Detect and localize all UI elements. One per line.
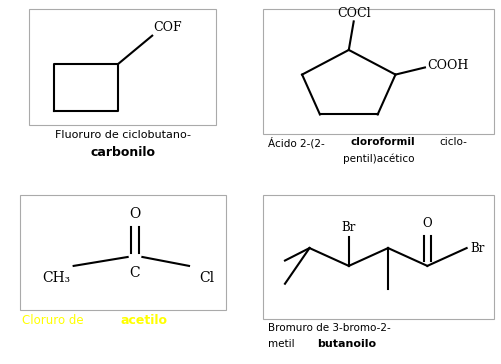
Text: C: C <box>130 266 140 280</box>
Text: cloroformil: cloroformil <box>350 137 415 147</box>
Text: Br: Br <box>342 221 356 234</box>
Text: Bromuro de 3-bromo-2-: Bromuro de 3-bromo-2- <box>268 323 391 333</box>
Text: COOH: COOH <box>427 59 469 72</box>
FancyBboxPatch shape <box>30 9 216 125</box>
FancyBboxPatch shape <box>20 194 226 310</box>
Text: carbonilo: carbonilo <box>90 146 155 159</box>
Text: Ácido 2-(2-: Ácido 2-(2- <box>268 137 325 149</box>
Text: Cloruro de: Cloruro de <box>22 314 88 327</box>
FancyBboxPatch shape <box>263 194 493 320</box>
FancyBboxPatch shape <box>263 9 493 134</box>
Text: pentil)acético: pentil)acético <box>343 153 414 164</box>
Text: Fluoruro de ciclobutano-: Fluoruro de ciclobutano- <box>55 130 191 140</box>
Text: butanoilo: butanoilo <box>317 339 376 349</box>
Text: COCl: COCl <box>337 7 371 20</box>
Text: O: O <box>129 207 141 221</box>
Text: COF: COF <box>153 21 182 34</box>
Text: Cl: Cl <box>199 271 214 285</box>
Text: metil: metil <box>268 339 295 349</box>
Text: Br: Br <box>470 242 484 254</box>
Text: ciclo-: ciclo- <box>440 137 467 147</box>
Text: acetilo: acetilo <box>120 314 167 327</box>
Text: CH₃: CH₃ <box>43 271 71 285</box>
Text: O: O <box>422 217 432 230</box>
